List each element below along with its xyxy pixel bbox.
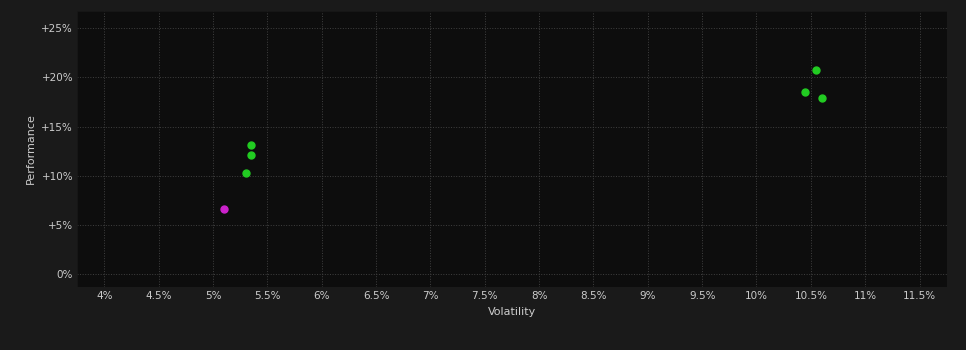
Point <box>216 206 232 212</box>
X-axis label: Volatility: Volatility <box>488 307 536 317</box>
Point <box>814 95 830 101</box>
Point <box>238 170 253 176</box>
Y-axis label: Performance: Performance <box>26 113 36 184</box>
Point <box>809 67 824 72</box>
Point <box>243 142 259 148</box>
Point <box>798 89 813 95</box>
Point <box>243 152 259 158</box>
